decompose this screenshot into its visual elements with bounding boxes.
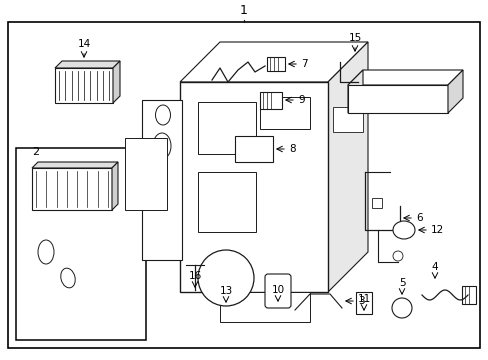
Bar xyxy=(235,136,272,162)
Polygon shape xyxy=(347,85,447,113)
Polygon shape xyxy=(32,162,118,168)
Circle shape xyxy=(198,250,253,306)
Bar xyxy=(332,107,362,132)
Text: 13: 13 xyxy=(219,286,232,296)
Bar xyxy=(461,286,475,304)
Ellipse shape xyxy=(153,133,171,159)
Bar xyxy=(55,68,113,103)
FancyBboxPatch shape xyxy=(264,274,290,308)
Polygon shape xyxy=(327,42,367,292)
Text: 4: 4 xyxy=(431,262,437,272)
Text: 8: 8 xyxy=(288,144,295,154)
Circle shape xyxy=(391,298,411,318)
Ellipse shape xyxy=(61,268,75,288)
Text: 3: 3 xyxy=(357,296,364,306)
Polygon shape xyxy=(347,70,462,85)
Bar xyxy=(220,292,309,322)
Text: 14: 14 xyxy=(77,39,90,49)
Text: 7: 7 xyxy=(301,59,307,69)
Bar xyxy=(260,92,282,109)
Bar xyxy=(32,168,112,210)
Ellipse shape xyxy=(155,105,170,125)
Bar xyxy=(355,292,371,314)
Ellipse shape xyxy=(38,240,54,264)
Polygon shape xyxy=(113,61,120,103)
Text: 9: 9 xyxy=(297,95,304,105)
Text: 1: 1 xyxy=(240,4,247,17)
Text: 11: 11 xyxy=(357,294,370,304)
Text: 5: 5 xyxy=(398,278,405,288)
Bar xyxy=(371,198,381,208)
Ellipse shape xyxy=(392,221,414,239)
Text: 16: 16 xyxy=(188,271,201,281)
Bar xyxy=(142,100,182,260)
Polygon shape xyxy=(112,162,118,210)
Bar xyxy=(260,97,309,129)
Bar xyxy=(16,148,146,340)
Polygon shape xyxy=(55,61,120,68)
Text: 6: 6 xyxy=(415,213,422,223)
Text: 15: 15 xyxy=(347,33,361,43)
Bar xyxy=(125,138,167,210)
Bar xyxy=(198,172,256,232)
Polygon shape xyxy=(447,70,462,113)
Bar xyxy=(180,82,327,292)
Bar xyxy=(266,57,285,71)
Ellipse shape xyxy=(392,251,402,261)
Polygon shape xyxy=(347,70,362,113)
Text: 12: 12 xyxy=(430,225,443,235)
Bar xyxy=(198,102,256,154)
Polygon shape xyxy=(180,42,367,82)
Text: 2: 2 xyxy=(32,147,39,157)
Text: 10: 10 xyxy=(271,285,284,295)
